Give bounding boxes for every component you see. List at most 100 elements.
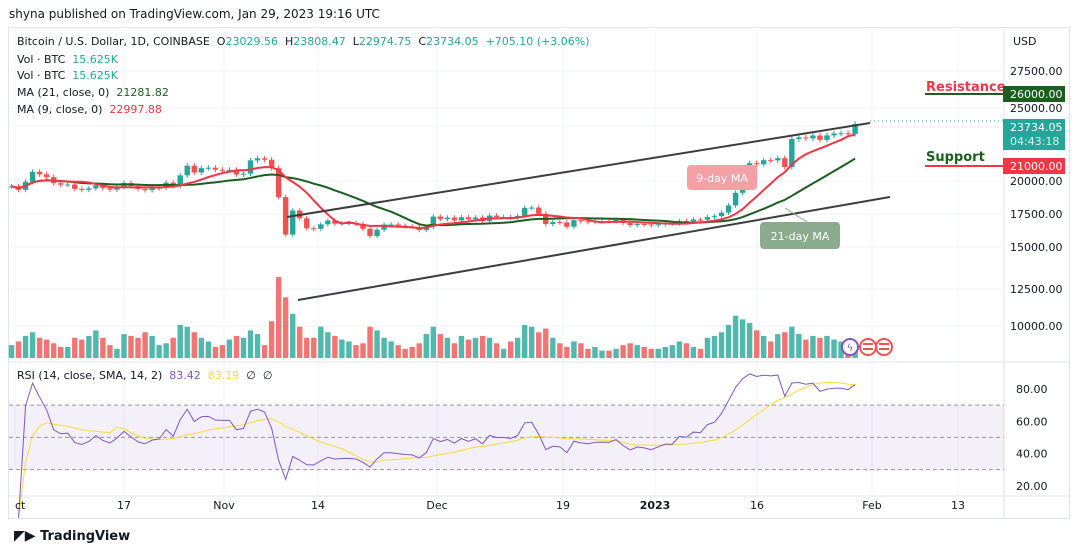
candle-body [325,220,331,225]
change-value: +705.10 (+3.06%) [485,35,590,48]
flag-stripe [879,348,889,350]
candle-body [212,167,219,170]
volume-bar [585,348,591,358]
volume-bar [550,337,556,358]
volume-bar [782,332,788,358]
volume-bar [578,343,584,358]
candle-body [817,135,823,140]
volume-bar [219,345,226,358]
volume-bar [114,348,120,358]
candle-body [613,219,619,222]
volume-bar [430,326,436,358]
candle-body [198,168,205,173]
volume-bar [690,346,697,358]
rsi-tick: 60.00 [1016,415,1048,428]
volume-bar [655,348,661,358]
candle-body [437,216,444,220]
volume-bar [704,337,711,358]
rsi-tick: 20.00 [1016,480,1048,493]
rsi-line [18,373,856,519]
tradingview-logo[interactable]: ◤▶ TradingView [14,528,130,544]
volume-bar [648,348,654,358]
candle-body [634,224,640,226]
volume-bar [592,346,598,358]
volume-bar [135,337,141,358]
volume-bar [732,315,739,358]
candle-body [845,133,851,135]
volume-bar [212,346,219,358]
countdown-text: 04:43:18 [1010,135,1059,148]
candle-body [395,224,401,226]
last-price-text: 23734.05 [1010,121,1063,134]
volume-bar [711,335,718,358]
volume-bar [514,337,521,358]
volume-bar [761,335,767,358]
candle-body [149,188,155,191]
candle-body [458,217,465,221]
candle-body [318,224,324,229]
candle-body [521,207,528,216]
volume-bar [803,339,809,358]
rsi-label: RSI (14, close, SMA, 14, 2) [17,369,163,382]
volume-bar [65,346,71,358]
close-value: 23734.05 [426,35,479,48]
publisher-line: shyna published on TradingView.com, Jan … [9,7,380,21]
volume-bar [472,337,479,358]
volume-bar [402,348,408,358]
volume-bar [86,335,92,358]
candle-body [381,224,387,230]
candle-body [732,192,739,206]
candle-body [578,220,584,222]
volume-bar [479,335,486,358]
volume-bar [297,326,303,358]
candle-body [29,171,36,182]
volume-bar [507,341,514,358]
ma9-label: MA (9, close, 0) [17,103,103,116]
volume-bar [163,343,169,358]
volume-bar [311,337,317,358]
resistance-label: Resistance [926,80,1006,95]
candle-body [360,223,366,229]
volume-bar [796,334,802,358]
support-label: Support [926,150,985,165]
legend-symbol: Bitcoin / U.S. Dollar, 1D, COINBASE O230… [17,35,590,48]
ma21-label: MA (21, close, 0) [17,86,110,99]
flag-stripe [879,343,889,345]
volume-bar [156,345,162,358]
volume-bar [128,335,134,358]
legend-ma21: MA (21, close, 0) 21281.82 [17,86,169,99]
volume-bar [486,337,493,358]
candle-body [753,163,760,165]
flag-stripe [863,348,873,350]
volume-bar [627,343,633,358]
candle-body [311,228,317,230]
volume-bar [753,330,760,358]
candle-body [796,137,802,140]
candle-body [550,222,556,225]
volume-bar [824,335,830,358]
candle-body [367,228,373,237]
time-tick: Dec [426,499,447,512]
candle-body [683,220,690,222]
candle-body [282,197,289,235]
volume-bar [36,337,43,358]
volume-bar [838,341,844,358]
candle-body [100,185,106,189]
close-label: C [418,35,427,48]
candle-body [191,165,197,173]
flag-stripe [863,343,873,345]
volume-bar [107,345,113,358]
volume-bar [325,332,331,358]
candle-body [268,159,275,169]
candle-body [803,137,809,139]
ma21-callout [760,222,840,249]
chart-frame[interactable] [8,27,1070,519]
volume-bar [261,345,268,358]
candle-body [571,220,577,227]
ma21-pointer [784,207,811,225]
volume-bar [739,319,746,358]
candle-body [275,168,282,198]
time-tick: 2023 [640,499,671,512]
candle-body [240,173,247,175]
